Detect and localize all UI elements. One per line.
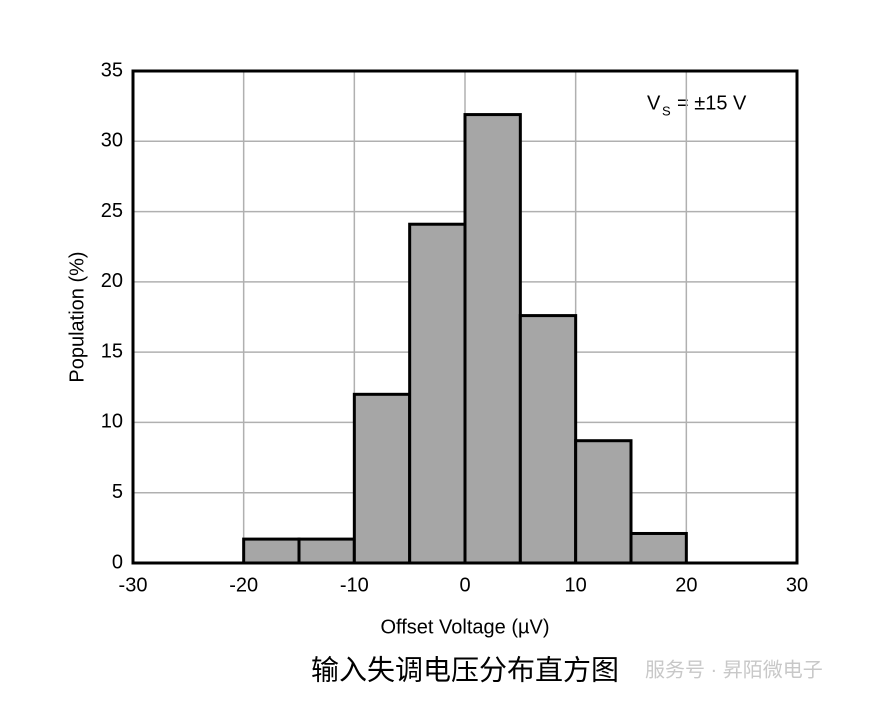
y-tick-label: 25	[101, 200, 123, 222]
bar	[408, 222, 467, 565]
watermark: 服务号 · 昇陌微电子	[645, 658, 823, 681]
x-tick-label: 20	[675, 574, 697, 596]
bar	[463, 113, 522, 565]
x-tick-label: -10	[340, 574, 369, 596]
y-tick-label: 5	[112, 481, 123, 503]
x-tick-label: 0	[459, 574, 470, 596]
y-tick-label: 10	[101, 411, 123, 433]
y-tick-label: 20	[101, 270, 123, 292]
x-axis-label: Offset Voltage (µV)	[380, 616, 549, 638]
y-tick-label: 35	[101, 59, 123, 81]
bar	[574, 439, 633, 565]
x-tick-label: -20	[229, 574, 258, 596]
bar	[242, 537, 301, 565]
y-tick-label: 15	[101, 340, 123, 362]
y-axis-label: Population (%)	[66, 251, 88, 382]
x-tick-label: -30	[119, 574, 148, 596]
y-tick-label: 30	[101, 130, 123, 152]
annotation-symbol: V	[647, 92, 661, 114]
y-tick-label: 0	[112, 551, 123, 573]
bar	[297, 537, 356, 565]
x-tick-label: 30	[786, 574, 808, 596]
annotation-text: = ±15 V	[677, 92, 747, 114]
caption: 输入失调电压分布直方图	[311, 654, 619, 686]
x-tick-label: 10	[565, 574, 587, 596]
bar	[352, 392, 412, 565]
bar	[518, 314, 578, 565]
annotation-subscript: S	[662, 103, 671, 118]
plot-frame	[131, 69, 799, 565]
bar	[629, 531, 688, 565]
